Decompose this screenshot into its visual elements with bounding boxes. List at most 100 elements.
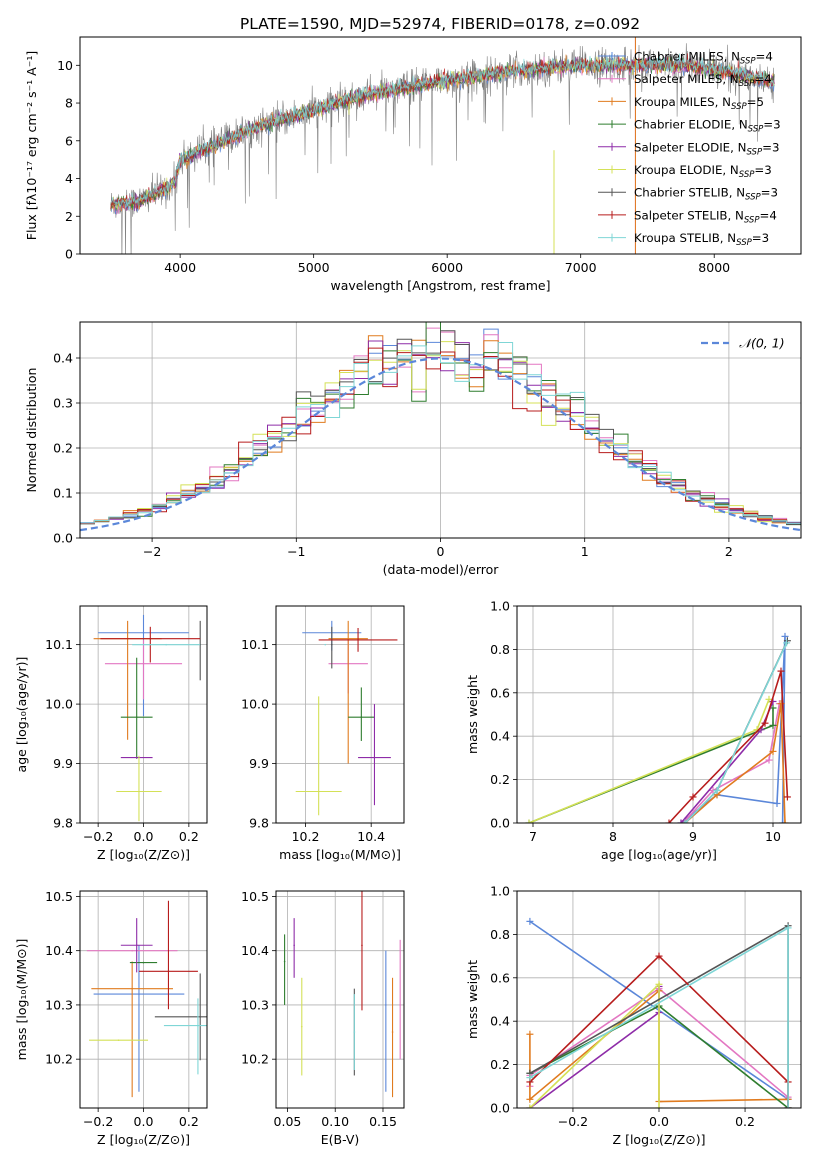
axes-frame [79, 890, 208, 1109]
panel-age_vs_Z: −0.2 0.0 0.2 9.8 9.9 10.0 10.1 Z [log₁₀(Z/Z⊙)] a… [14, 605, 208, 862]
y-tick-label: 10.2 [241, 1052, 269, 1067]
x-axis-label: wavelength [Angstrom, rest frame] [330, 278, 550, 293]
y-tick-label: 4 [65, 171, 73, 186]
x-tick-label: 10 [765, 829, 781, 844]
legend-label-text: Kroupa ELODIE, N [634, 163, 739, 177]
legend-label-chabrier_stelib: Chabrier STELIB, NSSP=3 [634, 186, 778, 203]
x-tick-label: 0.0 [134, 1114, 154, 1129]
legend-label-kroupa_stelib: Kroupa STELIB, NSSP=3 [634, 231, 769, 248]
x-tick-label: 0.2 [179, 829, 199, 844]
x-tick-label: 0.2 [179, 1114, 199, 1129]
point-chabrier_stelib [330, 643, 333, 646]
y-tick-label: 10.0 [241, 697, 269, 712]
y-tick-label: 10.4 [241, 943, 269, 958]
x-axis-label: age [log₁₀(age/yr)] [601, 847, 717, 862]
plot-area-mass_weight_vs_Z [526, 917, 792, 1108]
y-tick-label: 10.1 [45, 637, 73, 652]
x-tick-label: −0.2 [558, 1114, 588, 1129]
legend-label-count: =4 [759, 208, 776, 222]
y-tick-label: 10.5 [45, 889, 73, 904]
point-salpeter_stelib [149, 637, 152, 640]
y-tick-label: 9.9 [249, 756, 269, 771]
x-tick-label: 2 [725, 544, 733, 559]
legend-label-chabrier_elodie: Chabrier ELODIE, NSSP=3 [634, 118, 781, 135]
y-tick-label: 9.9 [53, 756, 73, 771]
y-tick-label: 8 [65, 96, 73, 111]
legend-label-salpeter_elodie: Salpeter ELODIE, NSSP=3 [634, 140, 779, 157]
point-chabrier_elodie [283, 960, 286, 963]
histogram-chabrier_stelib [80, 330, 801, 525]
point-chabrier_miles [138, 993, 140, 995]
legend-label-salpeter_stelib: Salpeter STELIB, NSSP=4 [634, 208, 777, 225]
y-tick-label: 10.4 [45, 943, 73, 958]
point-chabrier_elodie [142, 961, 145, 964]
series-line-kroupa_elodie [529, 982, 660, 1108]
y-tick-label: 0.0 [53, 531, 73, 546]
plot-area-spectrum [110, 37, 775, 254]
point-salpeter_elodie [293, 944, 295, 947]
legend-label-text: Chabrier STELIB, N [634, 186, 745, 200]
x-tick-label: −0.2 [83, 1114, 113, 1129]
histogram-kroupa_stelib [80, 342, 801, 524]
x-tick-label: 0.0 [649, 1114, 669, 1129]
legend-label-text: Chabrier ELODIE, N [634, 118, 748, 132]
point-salpeter_miles [399, 1004, 401, 1006]
y-tick-label: 0.0 [490, 816, 510, 831]
legend-label-text: Salpeter STELIB, N [634, 208, 744, 222]
series-line-salpeter_stelib [668, 670, 789, 823]
x-tick-label: 6000 [431, 260, 463, 275]
legend-label-text: Salpeter MILES, N [634, 72, 739, 86]
y-tick-label: 1.0 [490, 884, 510, 899]
point-kroupa_elodie [117, 1039, 120, 1041]
y-axis-label: mass weight [465, 960, 480, 1039]
histogram-salpeter_stelib [80, 347, 801, 524]
series-line-chabrier_elodie [528, 708, 774, 823]
legend-label-subscript: SSP [739, 170, 755, 180]
point-salpeter_miles [142, 662, 145, 665]
x-tick-label: 7 [529, 829, 537, 844]
point-chabrier_stelib [199, 1016, 201, 1018]
legend-label-kroupa_elodie: Kroupa ELODIE, NSSP=3 [634, 163, 772, 180]
series-line-chabrier_miles [680, 636, 786, 823]
point-kroupa_miles [391, 1031, 394, 1033]
axes-frame [79, 36, 802, 255]
point-chabrier_elodie [135, 716, 138, 718]
y-tick-label: 10.3 [45, 997, 73, 1012]
y-axis-label: mass [log₁₀(M/M⊙)] [14, 939, 29, 1061]
y-tick-label: 10.3 [241, 997, 269, 1012]
x-axis-label: Z [log₁₀(Z/Z⊙)] [97, 847, 190, 862]
point-kroupa_elodie [138, 790, 140, 793]
point-kroupa_miles [131, 987, 133, 990]
x-tick-label: 7000 [565, 260, 597, 275]
y-tick-label: 9.8 [53, 816, 73, 831]
y-axis-label: Normed distribution [24, 368, 39, 493]
panel-mass_vs_ebv: 0.05 0.10 0.15 10.2 10.3 10.4 10.5 E(B-V) [241, 889, 405, 1147]
y-tick-label: 0.4 [53, 351, 73, 366]
plot-area-mass_weight_vs_age [525, 632, 791, 823]
legend-label-text: Kroupa MILES, N [634, 95, 731, 109]
legend-label-subscript: SSP [739, 79, 755, 89]
x-tick-label: 0.10 [321, 1114, 349, 1129]
panel-spectrum: 4000 5000 6000 7000 8000 0 2 4 6 8 10 wavelength [A… [24, 36, 802, 293]
legend-label-count: =3 [761, 186, 778, 200]
panel-mass_weight_vs_age: 7 8 9 10 0.0 0.2 0.4 0.6 0.8 1.0 age [log₁₀(age/yr… [465, 599, 802, 862]
legend-label-subscript: SSP [748, 125, 764, 135]
plot-area-mass_vs_Z [86, 900, 207, 1098]
x-axis-label: Z [log₁₀(Z/Z⊙)] [97, 1132, 190, 1147]
model-spectrum-kroupa_stelib [110, 53, 775, 209]
legend-label-count: =3 [762, 140, 779, 154]
point-salpeter_stelib [361, 944, 363, 947]
y-axis-label: age [log₁₀(age/yr)] [14, 657, 29, 773]
y-tick-label: 0 [65, 247, 73, 262]
point-kroupa_elodie [300, 1025, 303, 1028]
axes-frame [79, 321, 802, 539]
point-salpeter_elodie [135, 756, 138, 759]
point-kroupa_stelib [353, 1031, 356, 1033]
y-tick-label: 1.0 [490, 599, 510, 614]
axes-frame [516, 605, 802, 824]
y-tick-label: 0.4 [490, 729, 510, 744]
y-tick-label: 10 [57, 58, 73, 73]
plot-area-residuals [80, 322, 801, 532]
